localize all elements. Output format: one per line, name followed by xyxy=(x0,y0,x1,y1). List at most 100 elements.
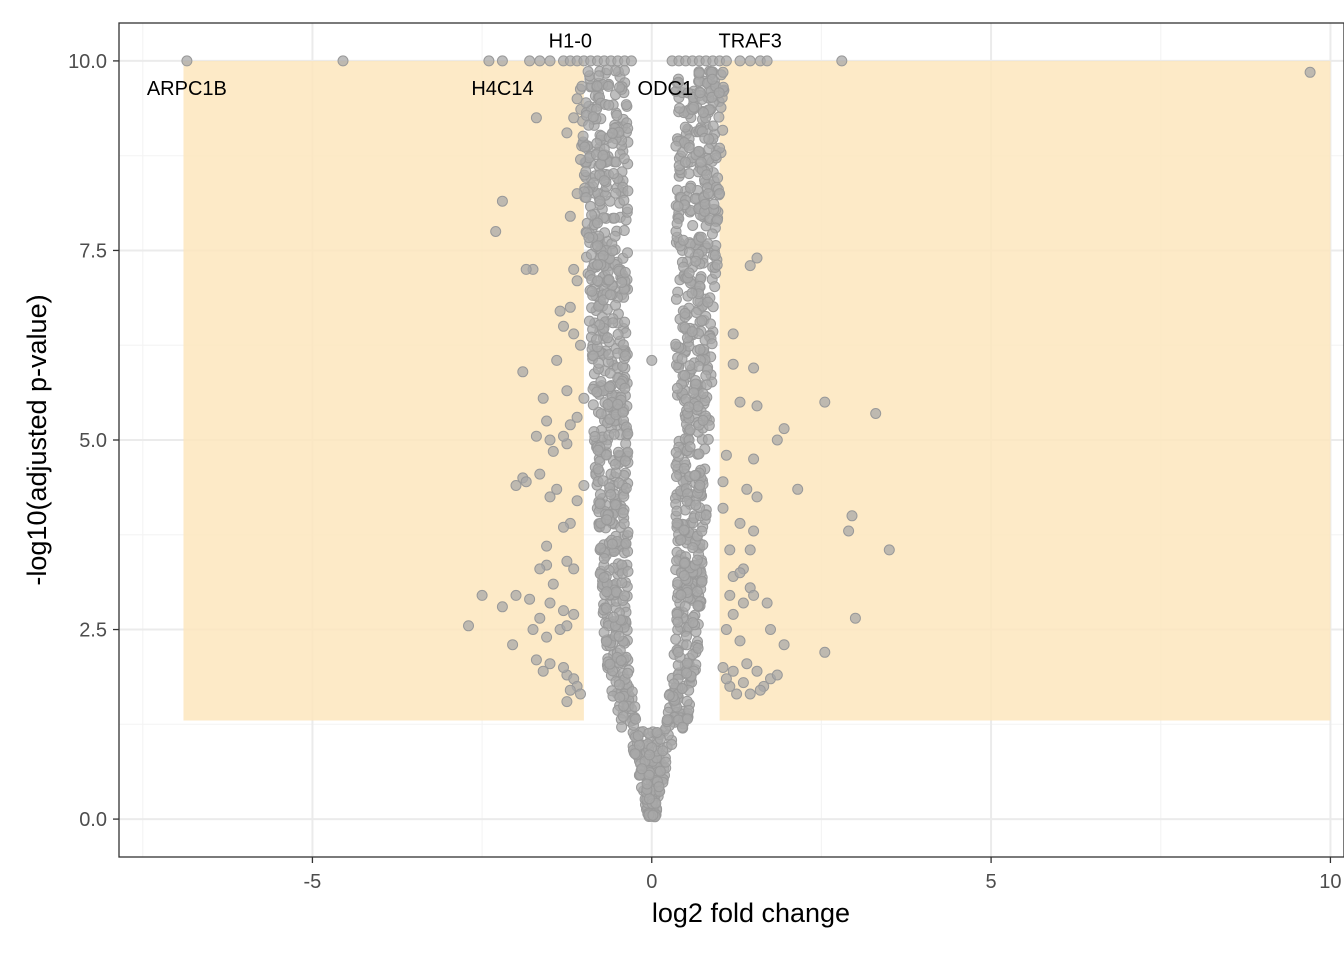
data-point xyxy=(530,654,542,666)
data-point xyxy=(561,385,573,397)
data-point xyxy=(616,577,628,589)
data-point xyxy=(592,217,603,229)
data-point xyxy=(683,246,695,258)
data-point xyxy=(720,449,732,461)
data-point xyxy=(592,240,603,252)
data-point xyxy=(534,563,546,575)
data-point xyxy=(734,517,746,529)
data-point xyxy=(694,344,706,355)
gene-label: TRAF3 xyxy=(718,30,781,52)
data-point xyxy=(524,55,536,67)
data-point xyxy=(612,446,624,458)
x-tick-label: -5 xyxy=(304,871,322,893)
data-point xyxy=(618,225,630,236)
data-point xyxy=(691,586,703,597)
data-point xyxy=(619,266,631,278)
data-point xyxy=(622,566,634,577)
data-point xyxy=(709,281,721,293)
data-point xyxy=(587,111,599,123)
data-point xyxy=(579,141,591,153)
data-point xyxy=(597,475,609,487)
data-point xyxy=(601,636,612,648)
data-point xyxy=(561,127,573,139)
data-point xyxy=(677,234,689,246)
data-point xyxy=(496,55,508,67)
data-point xyxy=(765,624,776,635)
data-point xyxy=(686,287,698,299)
data-point xyxy=(576,80,588,92)
data-point xyxy=(651,727,663,738)
data-point xyxy=(568,563,580,575)
data-point xyxy=(666,739,678,750)
data-point xyxy=(592,275,604,287)
data-point xyxy=(620,99,632,111)
data-point xyxy=(636,763,648,775)
data-point xyxy=(544,434,556,446)
data-point xyxy=(697,388,709,399)
data-point xyxy=(571,275,583,287)
data-point xyxy=(679,121,691,133)
data-point xyxy=(681,639,693,651)
data-point xyxy=(610,187,622,199)
data-point xyxy=(679,600,691,612)
gene-label: ARPC1B xyxy=(147,78,227,100)
x-tick-label: 10 xyxy=(1319,871,1341,893)
data-point xyxy=(496,601,508,613)
data-point xyxy=(843,525,855,537)
data-point xyxy=(510,480,522,491)
data-point xyxy=(686,326,698,338)
data-point xyxy=(602,80,614,92)
data-point xyxy=(617,507,629,519)
data-point xyxy=(547,578,559,590)
data-point xyxy=(622,122,634,134)
data-point xyxy=(702,433,714,445)
data-point xyxy=(695,156,707,168)
data-point xyxy=(737,677,749,689)
data-point xyxy=(720,624,732,635)
data-point xyxy=(612,398,624,410)
data-point xyxy=(608,611,620,623)
data-point xyxy=(702,188,714,200)
data-point xyxy=(558,521,569,533)
data-point xyxy=(696,315,708,327)
data-point xyxy=(751,491,763,503)
data-point xyxy=(607,317,619,329)
data-point xyxy=(748,525,760,537)
data-point xyxy=(607,137,619,149)
data-point xyxy=(751,400,763,412)
data-point xyxy=(603,274,615,286)
data-point xyxy=(717,124,729,136)
data-point xyxy=(537,392,549,404)
data-point xyxy=(629,748,641,760)
data-point xyxy=(671,517,683,529)
data-point xyxy=(575,688,586,700)
data-point xyxy=(681,657,693,669)
data-point xyxy=(661,714,673,726)
data-point xyxy=(710,150,722,161)
data-point xyxy=(602,398,614,410)
data-point xyxy=(588,177,600,189)
data-point xyxy=(594,498,606,510)
data-point xyxy=(792,483,804,495)
data-point xyxy=(713,111,725,123)
data-point xyxy=(617,406,629,418)
data-point xyxy=(727,358,739,370)
data-point xyxy=(622,428,634,440)
data-point xyxy=(671,218,683,230)
data-point xyxy=(1304,66,1316,78)
data-point xyxy=(541,631,553,643)
data-point xyxy=(672,201,684,212)
data-point xyxy=(595,542,607,554)
data-point xyxy=(517,366,529,378)
data-point xyxy=(615,655,627,666)
data-point xyxy=(490,226,502,237)
data-point xyxy=(724,544,736,556)
data-point xyxy=(561,555,573,567)
data-point xyxy=(681,667,693,679)
data-point xyxy=(606,127,618,139)
data-point xyxy=(717,662,729,673)
data-point xyxy=(676,683,688,694)
data-point xyxy=(597,149,609,161)
data-point xyxy=(604,658,616,670)
